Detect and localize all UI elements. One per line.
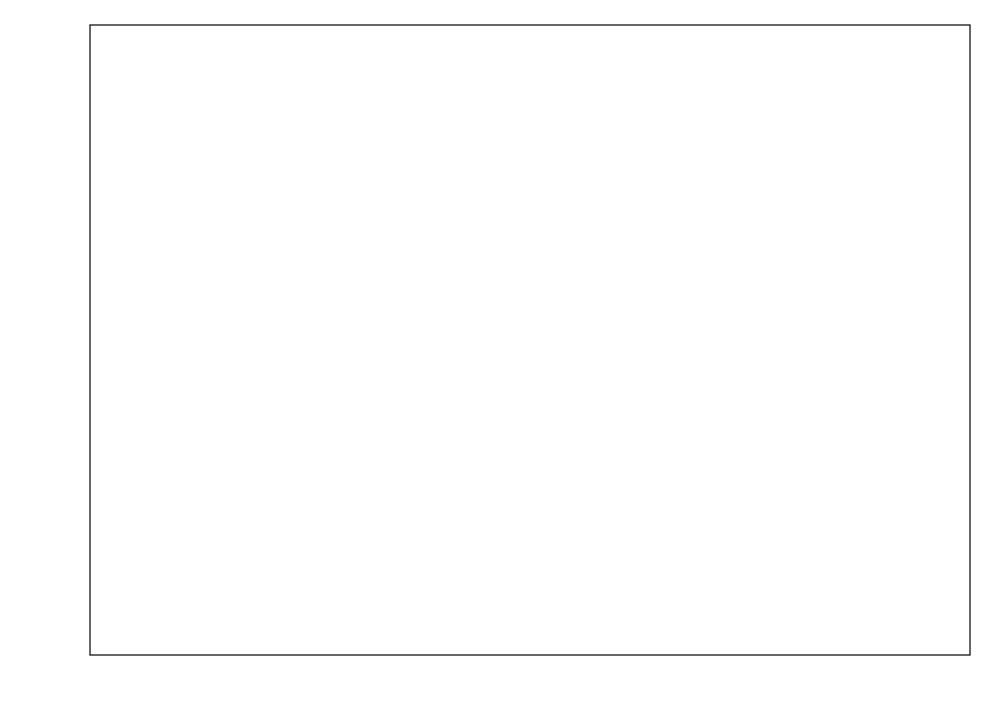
chart-container: [0, 0, 1000, 722]
plot-box: [90, 25, 970, 655]
nsd-convergence-chart: [0, 0, 1000, 722]
